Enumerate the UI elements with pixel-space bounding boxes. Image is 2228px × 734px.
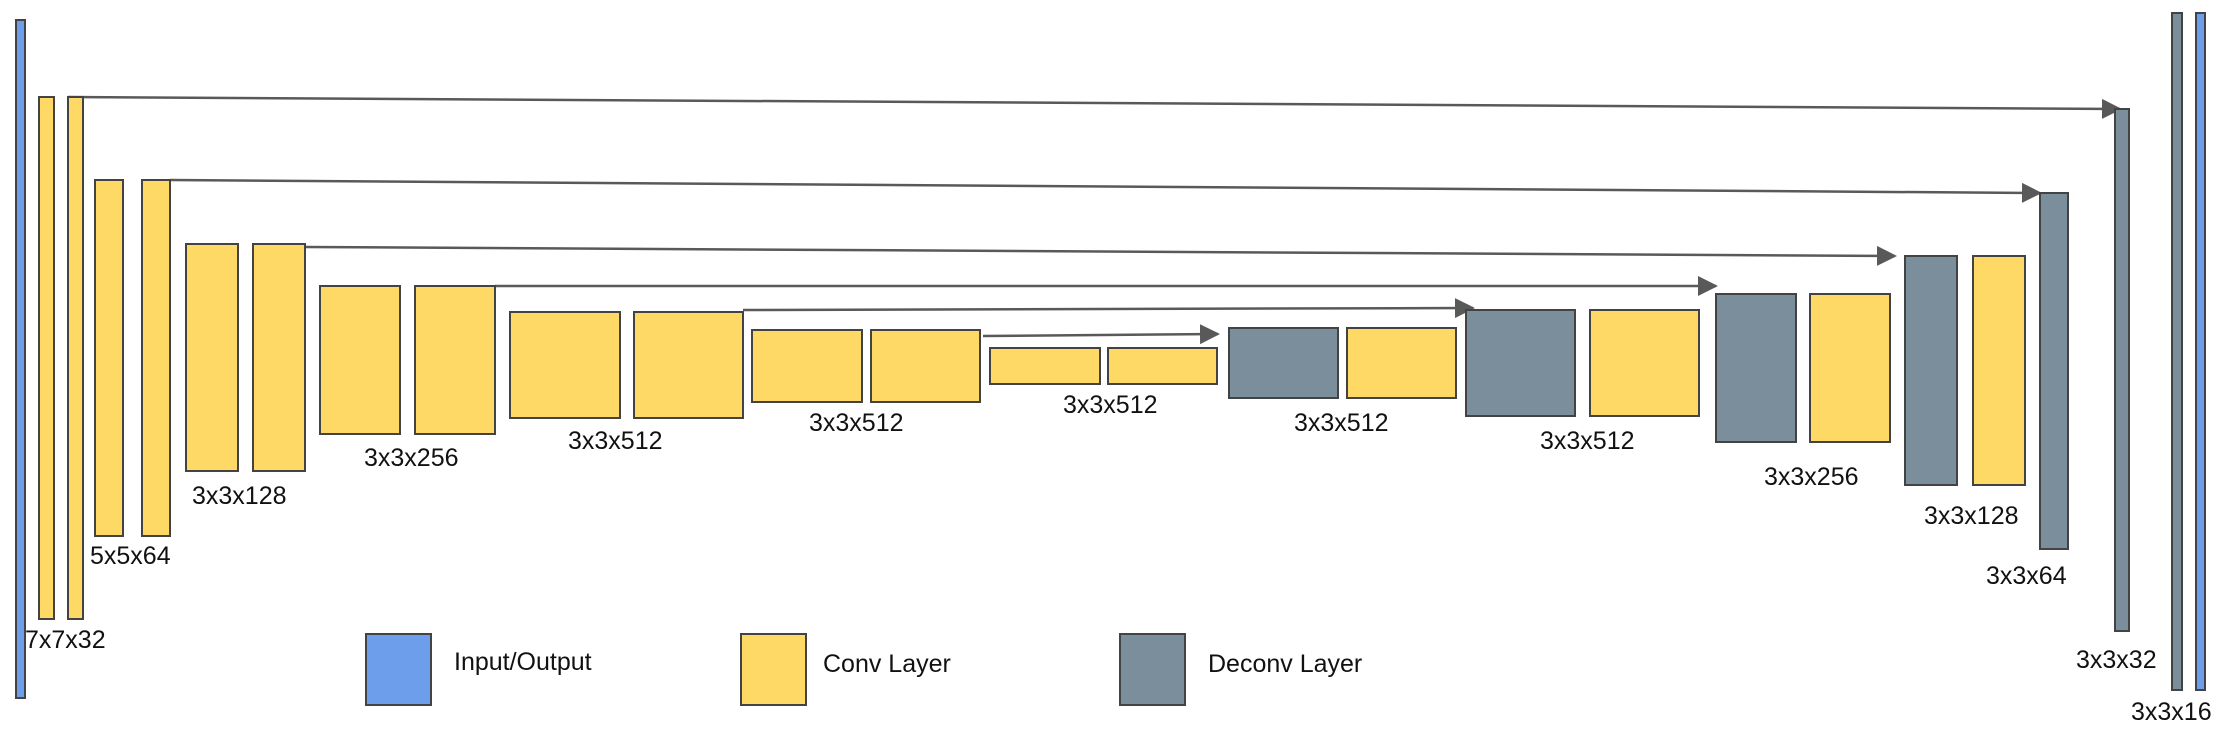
- legend-swatch-conv: [740, 633, 807, 706]
- skip-connection-arrow: [169, 178, 2042, 203]
- conv-layer: [989, 347, 1101, 385]
- layer-label: 3x3x64: [1986, 562, 2067, 590]
- conv-layer: [1346, 327, 1457, 399]
- layer-label: 3x3x512: [1540, 427, 1635, 455]
- layer-label: 3x3x512: [809, 409, 904, 437]
- conv-layer: [751, 329, 863, 403]
- layer-label: 3x3x128: [192, 482, 287, 510]
- skip-connection-arrow: [982, 324, 1220, 345]
- layer-label: 7x7x32: [25, 626, 106, 654]
- skip-connection-arrow: [742, 298, 1475, 319]
- conv-layer: [94, 179, 124, 537]
- layer-label: 3x3x512: [1294, 409, 1389, 437]
- conv-layer: [185, 243, 239, 472]
- conv-layer: [38, 96, 55, 620]
- input-layer: [15, 19, 26, 699]
- legend: Input/Output Conv Layer Deconv Layer: [365, 633, 1362, 706]
- legend-swatch-io: [365, 633, 432, 706]
- legend-label: Deconv Layer: [1208, 650, 1362, 678]
- deconv-layer: [2039, 192, 2069, 550]
- layer-label: 3x3x256: [1764, 463, 1859, 491]
- skip-connection-arrow: [67, 95, 2122, 119]
- conv-layer: [1972, 255, 2026, 486]
- deconv-layer: [1228, 327, 1339, 399]
- deconv-layer: [1715, 293, 1797, 443]
- conv-layer: [67, 96, 84, 620]
- deconv-layer: [2114, 108, 2130, 632]
- layer-label: 5x5x64: [90, 542, 171, 570]
- deconv-layer: [1465, 309, 1576, 417]
- deconv-layer: [2171, 12, 2183, 691]
- conv-layer: [633, 311, 744, 419]
- conv-layer: [1589, 309, 1700, 417]
- conv-layer: [1809, 293, 1891, 443]
- layer-label: 3x3x128: [1924, 502, 2019, 530]
- conv-layer: [141, 179, 171, 537]
- layer-label: 3x3x512: [568, 427, 663, 455]
- conv-layer: [509, 311, 621, 419]
- legend-swatch-deconv: [1119, 633, 1186, 706]
- conv-layer: [252, 243, 306, 472]
- layer-label: 3x3x512: [1063, 391, 1158, 419]
- conv-layer: [414, 285, 496, 435]
- deconv-layer: [1904, 255, 1958, 486]
- legend-label: Input/Output: [454, 648, 592, 676]
- layer-label: 3x3x16: [2131, 698, 2212, 726]
- conv-layer: [1107, 347, 1218, 385]
- layer-label: 3x3x256: [364, 444, 459, 472]
- layer-label: 3x3x32: [2076, 646, 2157, 674]
- conv-layer: [319, 285, 401, 435]
- legend-label: Conv Layer: [823, 650, 951, 678]
- output-layer: [2195, 12, 2206, 691]
- skip-connection-arrow: [304, 245, 1897, 266]
- conv-layer: [870, 329, 981, 403]
